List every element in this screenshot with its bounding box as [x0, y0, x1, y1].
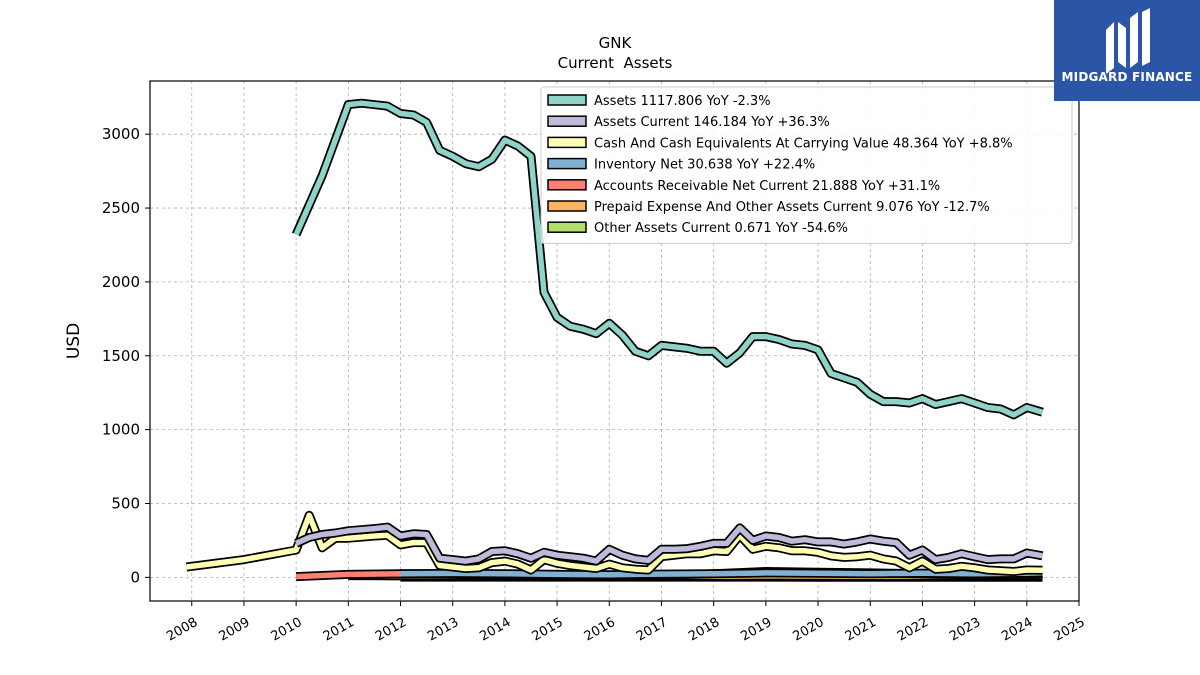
x-tick-label: 2020: [791, 615, 827, 645]
x-tick-label: 2017: [634, 615, 670, 645]
legend-label: Accounts Receivable Net Current 21.888 Y…: [594, 179, 940, 194]
x-tick-label: 2010: [269, 615, 305, 645]
x-tick-label: 2019: [738, 615, 774, 645]
series-line: [294, 524, 1043, 564]
x-tick-label: 2014: [477, 615, 513, 645]
x-tick-label: 2009: [216, 615, 252, 645]
x-tick-label: 2013: [425, 615, 461, 645]
y-tick-label: 2000: [102, 273, 140, 291]
x-tick-label: 2016: [582, 615, 618, 645]
brand-name: MIDGARD FINANCE: [1061, 70, 1193, 84]
legend-label: Other Assets Current 0.671 YoY -54.6%: [594, 221, 848, 236]
y-tick-label: 500: [111, 495, 140, 513]
series-layer: [185, 98, 1044, 582]
y-tick-label: 0: [130, 568, 140, 586]
legend: Assets 1117.806 YoY -2.3% Assets Current …: [540, 86, 1073, 244]
x-tick-label: 2025: [1052, 615, 1088, 645]
x-tick-label: 2024: [999, 615, 1035, 645]
series-line: [400, 570, 1043, 578]
legend-swatch: [547, 115, 587, 127]
legend-label: Assets Current 146.184 YoY +36.3%: [594, 115, 830, 130]
y-axis-label: USD: [64, 323, 84, 359]
x-tick-label: 2011: [321, 615, 357, 645]
legend-swatch: [547, 179, 587, 191]
x-tick-label: 2018: [686, 615, 722, 645]
brand-mark-icon: [1106, 8, 1150, 74]
legend-label: Prepaid Expense And Other Assets Current…: [594, 200, 990, 215]
chart-title: GNK: [599, 34, 633, 52]
legend-label: Cash And Cash Equivalents At Carrying Va…: [594, 136, 1013, 151]
series-line: [186, 512, 1043, 575]
legend-box: [540, 86, 1073, 244]
series-line: [293, 100, 1044, 418]
x-tick-label: 2023: [947, 615, 983, 645]
y-tick-label: 2500: [102, 199, 140, 217]
legend-swatch: [547, 136, 587, 149]
legend-swatch: [547, 200, 587, 212]
y-tick-label: 3000: [102, 125, 140, 143]
legend-swatch: [547, 94, 587, 106]
x-tick-label: 2008: [164, 615, 200, 645]
y-tick-label: 1500: [102, 347, 140, 365]
legend-label: Assets 1117.806 YoY -2.3%: [594, 94, 771, 109]
chart-subtitle: Current Assets: [558, 54, 673, 72]
plot-frame: [149, 80, 1080, 602]
legend-swatch: [547, 221, 587, 233]
legend-swatch: [547, 157, 587, 170]
x-tick-label: 2022: [895, 615, 931, 645]
legend-label: Inventory Net 30.638 YoY +22.4%: [594, 158, 815, 173]
brand-logo: MIDGARD FINANCE: [1054, 0, 1200, 101]
y-tick-label: 1000: [102, 421, 140, 439]
x-tick-label: 2015: [530, 615, 566, 645]
x-tick-label: 2021: [843, 615, 879, 645]
x-tick-label: 2012: [373, 615, 409, 645]
